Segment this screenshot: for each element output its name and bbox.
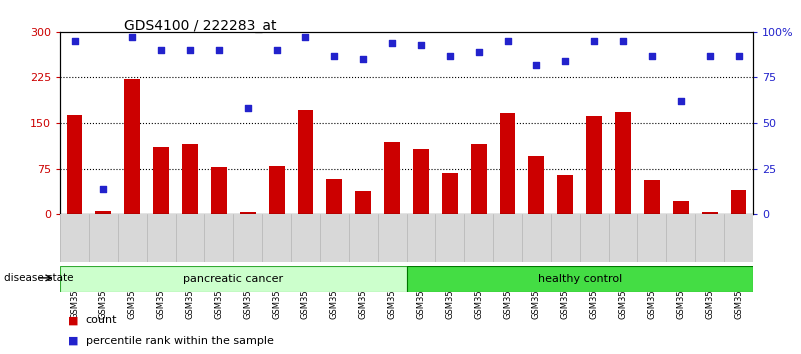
Bar: [66, 115, 83, 214]
Bar: [356, 191, 371, 214]
Point: [444, 53, 457, 58]
Bar: [702, 212, 718, 214]
Point: [68, 38, 81, 44]
Bar: [182, 144, 198, 214]
Bar: [731, 190, 747, 214]
Bar: [557, 175, 574, 214]
Point: [328, 53, 340, 58]
Point: [646, 53, 658, 58]
Point: [212, 47, 225, 53]
Bar: [500, 113, 516, 214]
Point: [270, 47, 283, 53]
Point: [183, 47, 196, 53]
Bar: [211, 167, 227, 214]
Bar: [406, 266, 753, 292]
Point: [530, 62, 543, 68]
Bar: [268, 166, 284, 214]
Point: [356, 56, 369, 62]
Point: [126, 34, 139, 40]
Bar: [673, 201, 689, 214]
Bar: [153, 147, 169, 214]
Point: [617, 38, 630, 44]
Text: healthy control: healthy control: [537, 274, 622, 284]
Point: [501, 38, 514, 44]
Bar: [615, 112, 631, 214]
Bar: [326, 179, 342, 214]
Point: [588, 38, 601, 44]
Point: [674, 98, 687, 104]
Bar: [442, 173, 457, 214]
Point: [415, 42, 428, 47]
Text: ■: ■: [68, 336, 78, 346]
Bar: [239, 212, 256, 214]
Bar: [384, 142, 400, 214]
Bar: [60, 266, 406, 292]
Point: [732, 53, 745, 58]
Text: pancreatic cancer: pancreatic cancer: [183, 274, 284, 284]
Point: [241, 105, 254, 111]
Text: percentile rank within the sample: percentile rank within the sample: [86, 336, 274, 346]
Bar: [586, 116, 602, 214]
Point: [299, 34, 312, 40]
Text: disease state: disease state: [4, 273, 74, 283]
Point: [155, 47, 167, 53]
Bar: [124, 79, 140, 214]
Text: count: count: [86, 315, 117, 325]
Bar: [529, 156, 545, 214]
Bar: [297, 110, 313, 214]
Point: [97, 186, 110, 192]
Bar: [644, 179, 660, 214]
Bar: [95, 211, 111, 214]
Bar: [413, 149, 429, 214]
Text: ■: ■: [68, 315, 78, 325]
Point: [703, 53, 716, 58]
Point: [559, 58, 572, 64]
Text: GDS4100 / 222283_at: GDS4100 / 222283_at: [124, 19, 276, 34]
Point: [473, 49, 485, 55]
Point: [385, 40, 398, 46]
Bar: [471, 144, 487, 214]
